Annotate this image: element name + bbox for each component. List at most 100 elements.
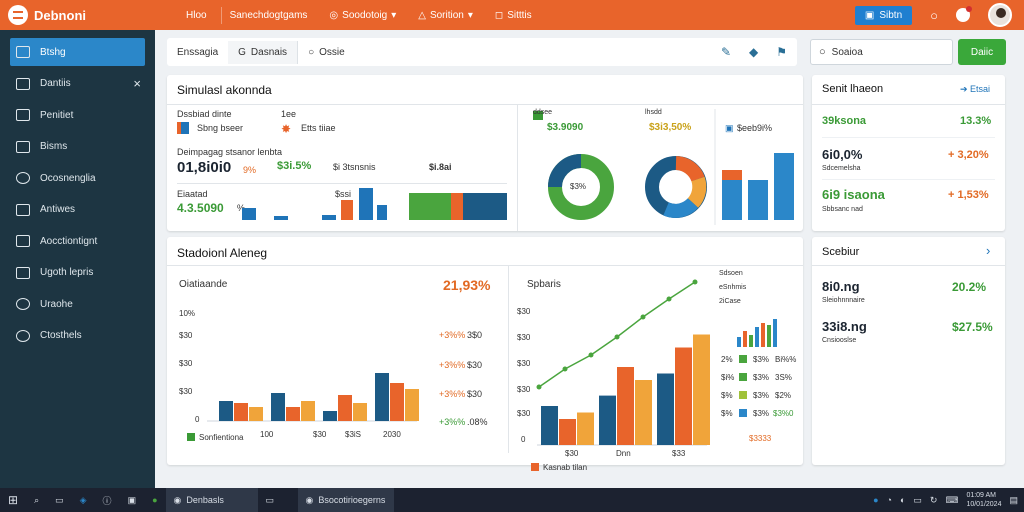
chart-bar bbox=[693, 334, 710, 445]
taskbar-app-1[interactable]: ◉ Denbasls bbox=[165, 488, 258, 512]
file-icon bbox=[16, 235, 30, 247]
chart-icon bbox=[177, 122, 189, 134]
chart-bar bbox=[577, 412, 594, 445]
rxtick-1: Dnn bbox=[616, 449, 631, 458]
search-input[interactable]: ○ Soaioa bbox=[810, 39, 953, 65]
sidebar: Btshg Dantiis × Penitiet Bisms Ocosnengli… bbox=[0, 30, 155, 488]
rytick-5: 0 bbox=[521, 435, 526, 444]
chart-bar bbox=[375, 373, 389, 421]
right-card-bottom-title: Scebiur bbox=[822, 246, 860, 258]
search-button[interactable]: Daiic bbox=[958, 39, 1006, 65]
volume-icon[interactable]: ◐ bbox=[899, 495, 906, 505]
keyboard-icon[interactable]: ⌨ bbox=[945, 494, 959, 505]
pct-value: $3i.5% bbox=[277, 160, 312, 172]
avatar[interactable] bbox=[988, 3, 1012, 27]
battery-icon[interactable]: ▭ bbox=[913, 494, 922, 505]
pen-icon[interactable]: ✎ bbox=[720, 45, 731, 59]
sidebar-item-2[interactable]: Penitiet bbox=[10, 101, 145, 129]
donut-tag-1: ddsee bbox=[533, 109, 553, 116]
list-head: Sdsoen bbox=[719, 270, 743, 277]
notification-icon[interactable]: ▤ bbox=[1009, 494, 1018, 505]
chart-bar bbox=[219, 401, 233, 421]
info-icon[interactable]: ⓘ bbox=[102, 495, 112, 506]
tab-2[interactable]: ○ Ossie bbox=[308, 46, 345, 58]
sidebar-item-9[interactable]: Ctosthels bbox=[10, 322, 145, 350]
tab-bar: Enssagia G Dasnais ○ Ossie ✎ ◆ ⚑ bbox=[167, 38, 797, 66]
rytick-3: $30 bbox=[517, 385, 531, 394]
right-card-top-link[interactable]: ➔ Etsai bbox=[960, 84, 991, 94]
right-row-2-value: + 1,53% bbox=[948, 189, 989, 201]
close-icon[interactable]: × bbox=[133, 76, 141, 91]
settings-icon bbox=[16, 329, 30, 342]
trend-point bbox=[614, 334, 620, 340]
summary-mini-chart bbox=[242, 188, 507, 220]
sidebar-item-6[interactable]: Aocctiontignt bbox=[10, 227, 145, 255]
start-icon[interactable]: ⊞ bbox=[8, 493, 19, 507]
flag-icon[interactable]: ⚑ bbox=[776, 45, 787, 59]
side-val-0-a: +3%% bbox=[439, 330, 466, 340]
system-tray: ● ◔ ◐ ▭ ↻ ⌨ 01:09 AM 10/01/2024 ▤ bbox=[873, 491, 1018, 509]
book-icon bbox=[16, 140, 30, 153]
taskbar-spacer-icon[interactable]: ▭ bbox=[265, 494, 275, 505]
topnav-item-search[interactable]: Sanechdogtgams bbox=[220, 6, 316, 24]
browser-icon[interactable]: ● bbox=[152, 495, 158, 505]
side-bar bbox=[748, 180, 768, 220]
notification-icon[interactable] bbox=[956, 6, 972, 22]
sidebar-item-8[interactable]: Uraohe bbox=[10, 290, 145, 318]
app-icon[interactable]: ◈ bbox=[79, 494, 87, 505]
sidebar-item-5[interactable]: Antiwes bbox=[10, 196, 145, 224]
sync-icon[interactable]: ↻ bbox=[929, 494, 938, 505]
left-chart-title: Oiatiaande bbox=[179, 279, 228, 290]
wifi-icon[interactable]: ◔ bbox=[886, 495, 892, 505]
taskbar-app-2[interactable]: ◉ Bsocotirioegerns bbox=[297, 488, 394, 512]
page-icon bbox=[16, 266, 30, 279]
legend-swatch bbox=[531, 463, 539, 471]
mini-bar bbox=[242, 208, 256, 220]
gallery-icon[interactable]: ▣ bbox=[127, 494, 137, 505]
chart-bar bbox=[675, 347, 692, 445]
network-icon[interactable]: ● bbox=[873, 495, 879, 505]
app-logo[interactable]: Debnoni bbox=[8, 5, 158, 25]
big-value: 01,8i0i0 bbox=[177, 159, 232, 176]
right-card-bottom: Scebiur › 8i0.ng 20.2% Sleiohnnnaire 33i… bbox=[812, 237, 1005, 465]
top-action-button[interactable]: ▣ Sibtn bbox=[854, 5, 913, 25]
main-chart-title: Stadoionl Aleneg bbox=[177, 246, 268, 260]
search-icon[interactable]: ⌕ bbox=[34, 494, 40, 505]
side-val-2-b: $30 bbox=[467, 389, 483, 399]
topnav-item-dropdown-1[interactable]: ◎ Soodotoig ▾ bbox=[329, 9, 397, 21]
chart-bar bbox=[301, 401, 315, 421]
right2-row-1-value: $27.5% bbox=[952, 320, 993, 334]
chart-bar bbox=[617, 367, 634, 445]
donut-charts bbox=[548, 109, 794, 225]
chart-bar bbox=[390, 383, 404, 421]
list-row-0-a: 2% bbox=[721, 355, 733, 364]
col2-head: 1ee bbox=[281, 109, 297, 119]
tab-0[interactable]: Enssagia bbox=[177, 46, 219, 58]
side-bar bbox=[774, 153, 794, 220]
topnav-item-dropdown-2[interactable]: △ Sorition ▾ bbox=[418, 9, 473, 21]
chevron-right-icon[interactable]: › bbox=[986, 243, 991, 258]
sidebar-item-0[interactable]: Btshg bbox=[10, 38, 145, 66]
chart-bar bbox=[405, 389, 419, 421]
top-actions: ▣ Sibtn ○ bbox=[854, 3, 1012, 27]
donut-tag-2: lhsdd bbox=[645, 109, 662, 116]
folder-icon[interactable]: ▭ bbox=[55, 494, 64, 505]
topnav-item-chat[interactable]: ◻ Sitttis bbox=[494, 9, 532, 21]
b-value: 4.3.5090 bbox=[177, 201, 224, 215]
sidebar-item-4[interactable]: Ocosnenglia bbox=[10, 164, 145, 192]
sidebar-item-3[interactable]: Bisms bbox=[10, 133, 145, 161]
tag-icon[interactable]: ◆ bbox=[749, 45, 759, 59]
search-icon[interactable]: ○ bbox=[930, 7, 938, 23]
topnav-item-home[interactable]: Hloo bbox=[186, 9, 207, 21]
mini-bar-wide bbox=[451, 193, 463, 220]
right2-row-0-name: 8i0.ng bbox=[822, 279, 860, 294]
sidebar-item-1[interactable]: Dantiis × bbox=[10, 70, 145, 98]
right2-row-0-sub: Sleiohnnnaire bbox=[822, 297, 865, 304]
tab-1[interactable]: G Dasnais bbox=[228, 40, 299, 64]
clock[interactable]: 01:09 AM 10/01/2024 bbox=[966, 492, 1002, 508]
chart-bar bbox=[635, 380, 652, 445]
xtick-0: 100 bbox=[260, 430, 274, 439]
sidebar-item-7[interactable]: Ugoth lepris bbox=[10, 259, 145, 287]
trend-point bbox=[588, 352, 594, 358]
col2-label: Etts tiiae bbox=[301, 123, 336, 133]
